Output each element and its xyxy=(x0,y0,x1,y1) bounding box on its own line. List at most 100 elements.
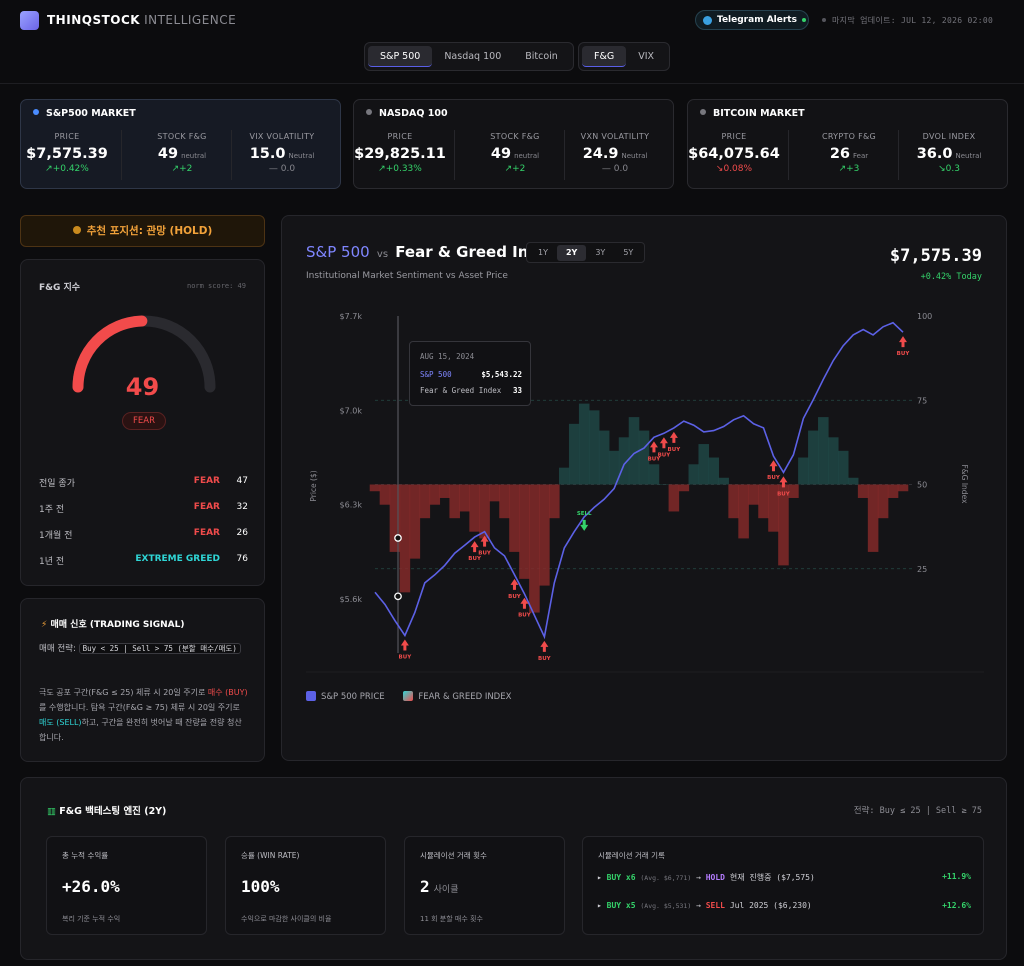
vol-label: DVOL INDEX xyxy=(922,132,976,141)
fg-bar xyxy=(568,423,580,485)
y2-tick-label: 75 xyxy=(917,396,927,405)
last-updated: 마지막 업데이트: JUL 12, 2026 02:00 xyxy=(822,15,993,26)
buy-label: BUY xyxy=(518,613,532,619)
fg-bar xyxy=(778,484,789,566)
market-card-sp500[interactable]: S&P500 MARKET PRICE $7,575.39 ↗+0.42% STOC… xyxy=(20,99,341,189)
price-col: PRICE $64,075.64 ↘0.08% xyxy=(688,132,780,174)
buy-label: BUY xyxy=(648,456,662,462)
buy-label: BUY xyxy=(538,656,552,662)
buy-label: BUY xyxy=(478,551,492,557)
vol-change: — 0.0 xyxy=(268,164,296,174)
chart-tooltip: AUG 15, 2024 S&P 500 $5,543.22 Fear & Gre… xyxy=(409,341,531,406)
fg-bar xyxy=(857,484,869,498)
range-3y[interactable]: 3Y xyxy=(595,247,606,257)
buy-label: BUY xyxy=(468,556,482,562)
fg-value: 26 Fear xyxy=(829,146,869,162)
market-card-bitcoin[interactable]: BITCOIN MARKET PRICE $64,075.64 ↘0.08% CRY… xyxy=(687,99,1008,189)
range-2y[interactable]: 2Y xyxy=(556,244,587,261)
buy-label: BUY xyxy=(777,491,791,497)
chart-price: $7,575.39 xyxy=(889,246,982,266)
fg-label: STOCK F&G xyxy=(490,132,540,141)
y-tick-label: $7.0k xyxy=(340,406,363,415)
buy-arrow-icon xyxy=(510,578,519,590)
market-card-title: BITCOIN MARKET xyxy=(700,108,805,119)
fg-col: STOCK F&G 49 neutral ↗+2 xyxy=(469,132,561,174)
top-header: THINQSTOCK INTELLIGENCE Telegram Alerts 마… xyxy=(0,0,1024,84)
legend-fg-swatch xyxy=(403,691,414,701)
price-change: ↘0.08% xyxy=(715,164,753,174)
fg-bar xyxy=(638,430,650,485)
fg-bar xyxy=(519,484,530,579)
asset-tab-sp500[interactable]: S&P 500 xyxy=(368,46,433,67)
fg-label: CRYPTO F&G xyxy=(821,132,877,141)
lightning-icon: ⚡ xyxy=(41,620,48,630)
brand: THINQSTOCK INTELLIGENCE xyxy=(47,13,237,27)
vol-label: VXN VOLATILITY xyxy=(580,132,650,141)
asset-tab-nasdaq[interactable]: Nasdaq 100 xyxy=(444,51,502,62)
fg-bar xyxy=(758,484,769,519)
fg-bar xyxy=(847,477,859,485)
buy-arrow-icon xyxy=(649,441,658,453)
fg-bar xyxy=(549,484,560,519)
fg-bar xyxy=(489,484,500,502)
price-label: PRICE xyxy=(387,132,413,141)
logo-icon xyxy=(20,11,39,30)
trading-signal-panel: ⚡ 매매 신호 (TRADING SIGNAL) 매매 전략: Buy < 25… xyxy=(20,598,265,762)
fg-change: ↗+2 xyxy=(504,164,526,174)
fg-bar xyxy=(379,484,391,505)
fg-bar xyxy=(419,484,431,519)
buy-arrow-icon xyxy=(540,640,549,652)
buy-arrow-icon xyxy=(769,460,778,472)
fg-value: 49 neutral xyxy=(157,146,207,162)
asset-tab-bitcoin[interactable]: Bitcoin xyxy=(525,51,558,62)
fg-bar xyxy=(678,484,690,492)
fg-history-row: 1년 전 EXTREME GREED 76 xyxy=(39,554,248,567)
y-tick-label: $5.6k xyxy=(340,595,363,604)
fg-bar xyxy=(509,484,520,552)
fg-bar xyxy=(608,450,620,485)
range-1y[interactable]: 1Y xyxy=(538,247,548,257)
telegram-icon xyxy=(703,15,712,25)
metric-tab-vix[interactable]: VIX xyxy=(638,51,655,62)
y-axis-label: Price ($) xyxy=(309,470,318,501)
price-fg-chart[interactable]: $7.7k $7.0k $6.3k $5.6k 100 75 50 25 Price ($) F&… xyxy=(282,216,1008,762)
fg-col: CRYPTO F&G 26 Fear ↗+3 xyxy=(803,132,895,174)
vol-label: VIX VOLATILITY xyxy=(249,132,315,141)
metric-tab-fg[interactable]: F&G xyxy=(582,46,627,67)
fg-bar xyxy=(429,484,441,505)
vol-value: 36.0 Neutral xyxy=(916,146,982,162)
market-card-nasdaq[interactable]: NASDAQ 100 PRICE $29,825.11 ↗+0.33% STOCK … xyxy=(353,99,674,189)
chart-bar-icon: ▥ xyxy=(47,806,56,817)
fg-bar xyxy=(788,484,799,498)
buy-arrow-icon xyxy=(659,437,668,449)
fg-bar xyxy=(867,484,879,552)
fg-bar xyxy=(449,484,460,519)
legend-fg: FEAR & GREED INDEX xyxy=(418,692,512,702)
fg-bar xyxy=(529,484,540,613)
y2-tick-label: 100 xyxy=(917,312,932,321)
stat-total-return: 총 누적 수익률 +26.0% 복리 기준 누적 수익 xyxy=(46,836,207,935)
fg-bar xyxy=(708,457,719,485)
fg-panel-title: F&G 지수 xyxy=(39,283,81,293)
chart-subtitle: Institutional Market Sentiment vs Asset … xyxy=(306,271,508,281)
backtest-strategy: 전략: Buy ≤ 25 | Sell ≥ 75 xyxy=(853,806,982,816)
signal-strategy: 매매 전략: Buy < 25 | Sell > 75 (분할 매수/매도) xyxy=(39,642,254,656)
price-value: $7,575.39 xyxy=(26,146,108,162)
fg-history-row: 1개월 전 FEAR 26 xyxy=(39,528,248,541)
vol-value: 24.9 Neutral xyxy=(582,146,648,162)
fg-bar xyxy=(628,417,640,485)
backtest-title: ▥ F&G 백테스팅 엔진 (2Y) xyxy=(47,806,167,817)
fg-bar xyxy=(748,484,759,505)
telegram-alerts-button[interactable]: Telegram Alerts xyxy=(695,10,809,30)
fg-bar xyxy=(798,457,809,485)
fg-gauge xyxy=(72,315,216,393)
range-5y[interactable]: 5Y xyxy=(623,247,634,257)
metric-selector: F&G VIX xyxy=(578,42,671,71)
price-label: PRICE xyxy=(721,132,747,141)
fg-bar xyxy=(479,484,490,539)
chart-legend: S&P 500 PRICE FEAR & GREED INDEX xyxy=(306,691,511,702)
sell-label: SELL xyxy=(577,511,592,517)
fg-label-badge: FEAR xyxy=(122,412,166,430)
price-col: PRICE $7,575.39 ↗+0.42% xyxy=(21,132,113,174)
hover-point xyxy=(394,534,402,542)
